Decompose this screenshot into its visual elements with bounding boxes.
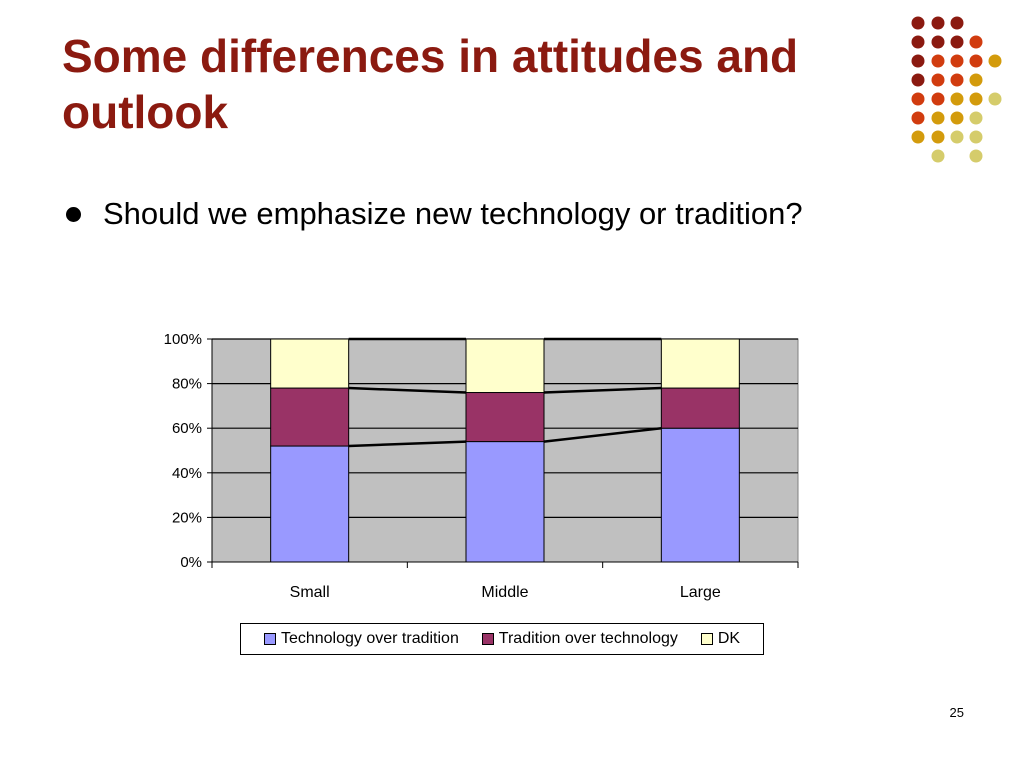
decorative-dot <box>911 111 925 125</box>
legend-swatch <box>263 633 276 645</box>
decorative-dot <box>911 130 925 144</box>
decorative-dot <box>931 130 945 144</box>
y-tick-label: 0% <box>180 554 202 571</box>
series-line <box>543 386 662 394</box>
bar-segment <box>270 338 350 389</box>
decorative-dot <box>931 111 945 125</box>
legend-item: Tradition over technology <box>481 630 678 648</box>
y-tick-label: 80% <box>172 376 202 393</box>
bullet-item: Should we emphasize new technology or tr… <box>62 196 803 232</box>
decorative-dot <box>950 130 964 144</box>
legend-label: Tradition over technology <box>498 630 678 647</box>
decorative-dot <box>911 16 925 30</box>
decorative-dot <box>969 149 983 163</box>
decorative-dot <box>969 35 983 49</box>
legend-swatch <box>700 633 713 645</box>
bar-segment <box>465 392 545 443</box>
bar-segment <box>465 441 545 563</box>
decorative-dot <box>950 35 964 49</box>
legend-swatch <box>481 633 494 645</box>
decorative-dot <box>931 92 945 106</box>
legend-label: Technology over tradition <box>280 630 459 647</box>
legend-item: DK <box>700 630 741 648</box>
decorative-dot <box>911 54 925 68</box>
bar-segment <box>660 387 740 429</box>
decorative-dot <box>988 54 1002 68</box>
decorative-dot <box>950 16 964 30</box>
decorative-dot <box>931 16 945 30</box>
y-tick-label: 100% <box>164 331 202 348</box>
decorative-dot <box>911 35 925 49</box>
bar-segment <box>660 427 740 563</box>
decorative-dot <box>931 149 945 163</box>
decorative-dot <box>969 92 983 106</box>
x-tick-label: Middle <box>481 584 528 601</box>
decorative-dot <box>931 35 945 49</box>
decorative-dot <box>969 54 983 68</box>
bullet-text: Should we emphasize new technology or tr… <box>103 196 803 231</box>
decorative-dot <box>931 54 945 68</box>
legend-item: Technology over tradition <box>263 630 459 648</box>
decorative-dot <box>950 92 964 106</box>
bar-segment <box>270 445 350 563</box>
chart-legend: Technology over tradition Tradition over … <box>240 623 764 655</box>
decorative-dot <box>950 111 964 125</box>
y-tick-label: 40% <box>172 465 202 482</box>
decorative-dot <box>988 92 1002 106</box>
legend-label: DK <box>717 630 741 647</box>
slide-title: Some differences in attitudes and outloo… <box>62 30 799 138</box>
x-tick-label: Small <box>290 584 330 601</box>
decorative-dot <box>969 73 983 87</box>
series-line <box>543 426 662 443</box>
decorative-dot-pattern <box>911 16 1002 163</box>
series-line <box>348 386 467 394</box>
bar-segment <box>465 338 545 394</box>
decorative-dot <box>969 130 983 144</box>
x-tick-label: Large <box>680 584 721 601</box>
decorative-dot <box>911 73 925 87</box>
bar-segment <box>660 338 740 389</box>
decorative-dot <box>931 73 945 87</box>
decorative-dot <box>950 54 964 68</box>
stacked-bar-chart: 0% 20% 40% 60% 80% 100% Small Middle Large <box>164 331 799 601</box>
bullet-dot-icon <box>66 206 81 222</box>
series-line <box>348 440 467 448</box>
y-tick-label: 60% <box>172 420 202 437</box>
y-tick-label: 20% <box>172 509 202 526</box>
slide-number: 25 <box>949 705 964 720</box>
decorative-dot <box>969 111 983 125</box>
bar-segment <box>270 387 350 447</box>
decorative-dot <box>911 92 925 106</box>
decorative-dot <box>950 73 964 87</box>
